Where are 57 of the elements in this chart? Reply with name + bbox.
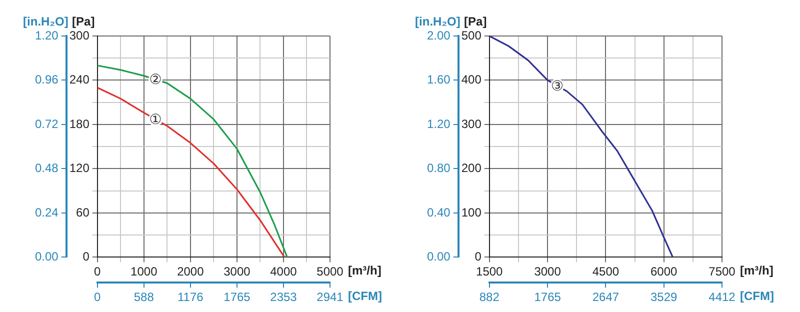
x-tick-label: 4000	[270, 264, 298, 279]
x-tick-label: 4500	[592, 264, 620, 279]
series-label: ③	[550, 78, 564, 94]
x2-tick-label: 3529	[650, 290, 678, 304]
x2-tick-label: 882	[479, 290, 500, 304]
y2-tick-label: 1.20	[34, 28, 59, 42]
x2-tick-label: 2353	[270, 290, 298, 304]
x-tick-label: 2000	[177, 264, 204, 279]
y-tick-label: 240	[69, 72, 90, 87]
y2-tick-label: 0.80	[426, 161, 451, 176]
x-tick-label: 3000	[534, 264, 562, 279]
y-axis-title: [Pa]	[464, 14, 487, 28]
y2-tick-label: 2.00	[426, 28, 451, 42]
y-tick-label: 0	[474, 250, 482, 264]
x-tick-label: 1000	[130, 264, 158, 279]
x-tick-label: 7500	[708, 264, 736, 279]
x-axis-title: [m³/h]	[348, 264, 382, 278]
x2-tick-label: 4412	[708, 290, 736, 304]
x-tick-label: 0	[94, 264, 102, 279]
y2-axis-title: [in.H₂O]	[415, 14, 460, 28]
y2-tick-label: 0.00	[34, 250, 59, 264]
y-tick-label: 200	[461, 161, 482, 176]
y2-tick-label: 0.48	[34, 161, 59, 176]
y2-tick-label: 1.20	[426, 116, 451, 131]
y2-tick-label: 0.24	[34, 205, 59, 220]
x2-tick-label: 588	[134, 290, 154, 304]
y-tick-label: 400	[461, 72, 482, 87]
y-axis-title: [Pa]	[72, 14, 95, 28]
y-tick-label: 60	[76, 205, 90, 220]
x2-tick-label: 2647	[592, 290, 620, 304]
series-label: ①	[149, 112, 162, 128]
x-tick-label: 3000	[224, 264, 251, 279]
x2-tick-label: 1176	[177, 290, 204, 304]
y-tick-label: 100	[461, 205, 482, 220]
y-tick-label: 300	[69, 28, 90, 42]
x-tick-label: 6000	[650, 264, 678, 279]
y2-tick-label: 0.00	[426, 250, 451, 264]
y2-axis-title: [in.H₂O]	[23, 14, 68, 28]
x2-tick-label: 1765	[224, 290, 251, 304]
x2-tick-label: 1765	[534, 290, 562, 304]
y-tick-label: 180	[69, 116, 90, 131]
y-tick-label: 300	[461, 116, 482, 131]
x-tick-label: 1500	[476, 264, 504, 279]
x2-axis-title: [CFM]	[740, 288, 774, 303]
x-axis-title: [m³/h]	[740, 264, 774, 278]
series-label: ②	[149, 72, 162, 88]
y2-tick-label: 0.96	[34, 72, 59, 87]
x2-tick-label: 2941	[316, 290, 344, 304]
y2-tick-label: 0.40	[426, 205, 451, 220]
x-tick-label: 5000	[316, 264, 344, 279]
y-tick-label: 0	[82, 250, 90, 264]
y-tick-label: 120	[69, 161, 90, 176]
x2-axis-title: [CFM]	[348, 288, 382, 303]
y-tick-label: 500	[461, 28, 482, 42]
y2-tick-label: 1.60	[426, 72, 451, 87]
y2-tick-label: 0.72	[34, 116, 59, 131]
x2-tick-label: 0	[94, 290, 102, 304]
